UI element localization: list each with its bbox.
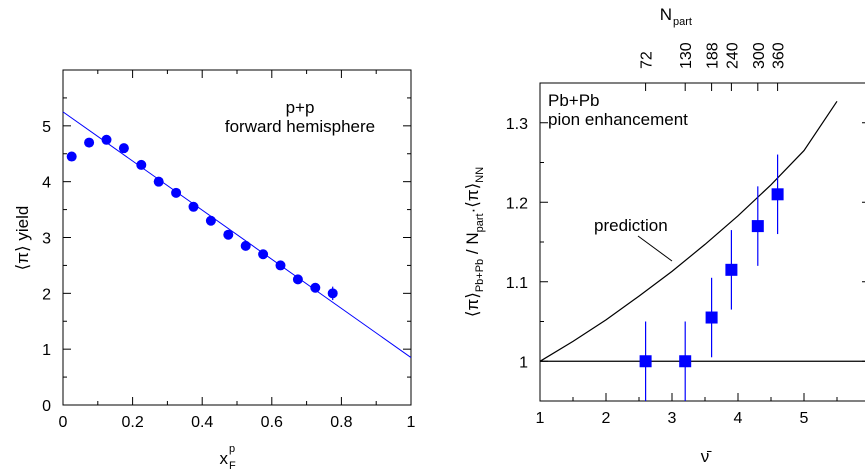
left-x-tick-label: 0.6 [261,414,283,431]
left-data-point [205,215,216,226]
left-x-tick-label: 0 [59,414,68,431]
right-y-tick-label: 1.1 [506,275,528,292]
right-curves [539,100,865,362]
top-axis-label: N part [660,5,692,28]
right-x-tick-label: 1 [536,410,545,427]
right-data-point [639,355,652,368]
right-x-tick-label: 2 [602,410,611,427]
right-ylabel-mid: / N [463,232,482,258]
top-axis-tick-label: 300 [751,42,768,69]
right-ylabel-sub2: part [474,213,486,232]
right-y-axis-label-text: ⟨π⟩Pb+Pb / Npart·⟨π⟩NN [463,167,486,317]
right-x-tick-label: 5 [800,410,809,427]
top-axis-label-main: N [660,5,672,24]
left-data-point [275,260,286,271]
right-ylabel-sub3: NN [474,167,486,183]
left-panel: 0 0.2 0.4 0.6 0.8 1 0 1 2 3 4 5 p+p forward hemisph… [13,69,416,472]
left-x-tick-label: 0.4 [191,414,213,431]
prediction-pointer [637,235,673,262]
right-data-point [771,188,784,201]
left-y-tick-label: 4 [42,175,51,192]
right-y-tick-label: 1.2 [506,195,528,212]
right-tick-labels: 12345611.11.21.3 [506,116,809,427]
right-x-tick-label: 4 [734,410,743,427]
top-axis-tick-label: 130 [678,42,695,69]
right-data-points [639,154,784,401]
right-data-point [679,355,692,368]
right-data-point [751,220,764,233]
left-data-point [84,137,95,148]
top-axis-label-sub: part [673,16,692,28]
right-axis-ticks [539,82,865,402]
left-data-point [188,201,199,212]
left-y-tick-label: 3 [42,231,51,248]
left-tick-labels: 0 0.2 0.4 0.6 0.8 1 0 1 2 3 4 5 [42,119,415,431]
left-x-tick-label: 0.8 [330,414,352,431]
left-data-point [66,151,77,162]
left-x-tick-label: 1 [407,414,416,431]
left-fit-line [62,111,412,358]
right-ylabel-main: ⟨π⟩ [463,292,482,317]
left-annotation-line1: p+p [286,98,315,117]
left-x-axis-label-main: x [220,449,229,468]
right-data-point [725,263,738,276]
left-data-point [118,143,129,154]
right-annotation-line1: Pb+Pb [548,91,600,110]
right-ylabel-dot: ·⟨π⟩ [463,183,482,214]
left-y-tick-label: 1 [42,342,51,359]
right-annotation-line2: pion enhancement [548,110,688,129]
right-y-tick-label: 1.3 [506,116,528,133]
right-ylabel-sub1: Pb+Pb [474,259,486,292]
left-data-point [153,176,164,187]
left-data-point [136,159,147,170]
right-top-axis: 72 130 188 240 300 360 [639,42,788,91]
top-axis-tick-label: 240 [724,42,741,69]
right-y-axis-label: ⟨π⟩Pb+Pb / Npart·⟨π⟩NN [463,167,486,317]
right-x-tick-label: 3 [668,410,677,427]
left-data-point [240,240,251,251]
top-axis-tick-label: 360 [771,42,788,69]
left-data-point [101,134,112,145]
left-data-point [223,229,234,240]
left-data-point [292,274,303,285]
left-data-point [327,288,338,299]
right-x-axis-label-text: ν̄ [701,447,713,466]
right-x-axis-label: ν̄ [701,447,713,466]
top-axis-tick-label: 72 [639,51,656,69]
left-x-axis-label-sup: p [229,443,235,455]
prediction-curve [539,100,838,362]
left-x-axis-label: x p F [220,443,237,472]
left-data-point [310,282,321,293]
left-y-tick-label: 0 [42,398,51,415]
right-data-point [705,311,718,324]
left-fit-line-group [62,111,412,358]
left-y-tick-label: 2 [42,286,51,303]
left-axis-ticks [62,69,412,406]
prediction-label: prediction [594,216,668,235]
top-axis-tick-label: 188 [705,42,722,69]
left-data-point [171,187,182,198]
left-y-axis-label: ⟨π⟩ yield [13,206,32,271]
left-annotation-line2: forward hemisphere [225,117,375,136]
left-data-points [66,134,338,301]
left-data-point [258,249,269,260]
left-x-axis-label-sub: F [229,460,236,472]
right-plot-frame [539,82,865,402]
right-y-tick-label: 1 [519,354,528,371]
left-x-tick-label: 0.2 [121,414,143,431]
left-y-tick-label: 5 [42,119,51,136]
